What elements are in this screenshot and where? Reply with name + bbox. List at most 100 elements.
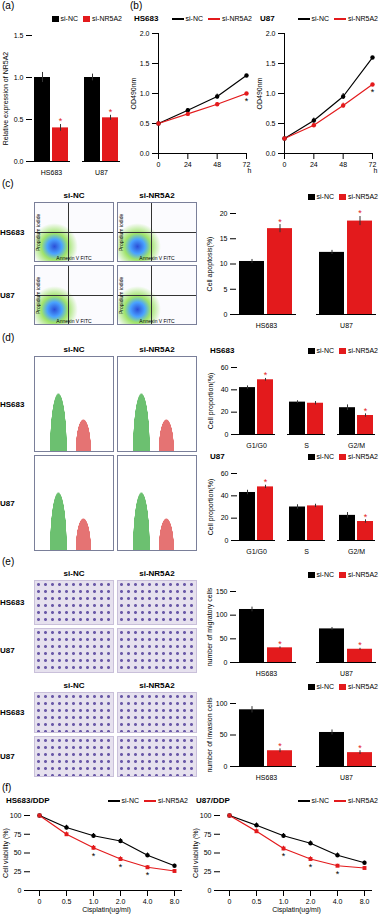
svg-text:OD490nm: OD490nm — [256, 77, 263, 109]
svg-text:10: 10 — [220, 260, 228, 267]
svg-text:U87: U87 — [340, 322, 353, 328]
svg-text:*: * — [278, 216, 282, 226]
svg-text:5: 5 — [224, 285, 228, 292]
svg-text:0: 0 — [224, 763, 228, 770]
svg-text:*: * — [245, 96, 249, 106]
svg-text:*: * — [146, 870, 150, 880]
svg-text:50: 50 — [204, 849, 212, 856]
svg-text:20: 20 — [221, 408, 229, 415]
svg-text:0.5: 0.5 — [140, 120, 150, 127]
svg-text:60: 60 — [221, 470, 229, 477]
svg-text:U87: U87 — [95, 169, 108, 175]
svg-text:U87: U87 — [340, 670, 353, 676]
svg-text:0: 0 — [225, 431, 229, 438]
svg-text:40: 40 — [221, 386, 229, 393]
svg-text:Cell viability (%): Cell viability (%) — [192, 828, 200, 878]
svg-text:*: * — [264, 370, 268, 380]
svg-text:2.0: 2.0 — [116, 898, 126, 905]
svg-text:G1/G0: G1/G0 — [246, 442, 267, 448]
svg-text:Cell apoptosis(%): Cell apoptosis(%) — [206, 237, 214, 292]
svg-text:S: S — [304, 442, 309, 448]
svg-text:Cell proportion(%): Cell proportion(%) — [207, 479, 215, 535]
svg-text:*: * — [92, 851, 96, 861]
svg-text:150: 150 — [216, 588, 228, 595]
svg-text:1.5: 1.5 — [266, 60, 276, 67]
svg-text:50: 50 — [220, 635, 228, 642]
svg-text:1.5: 1.5 — [140, 60, 150, 67]
svg-text:number of migratory cells: number of migratory cells — [206, 587, 214, 666]
svg-text:20: 20 — [221, 514, 229, 521]
svg-text:*: * — [264, 477, 268, 487]
svg-text:Cell viability (%): Cell viability (%) — [2, 828, 10, 878]
svg-text:Cisplatin(ug/ml): Cisplatin(ug/ml) — [82, 906, 131, 914]
svg-text:0: 0 — [157, 161, 161, 168]
svg-text:U87: U87 — [340, 774, 353, 780]
svg-text:HS683: HS683 — [41, 169, 63, 175]
svg-text:*: * — [358, 640, 362, 650]
svg-text:1.0: 1.0 — [279, 898, 289, 905]
svg-text:*: * — [371, 87, 375, 97]
svg-text:50: 50 — [14, 849, 22, 856]
svg-text:*: * — [109, 107, 113, 117]
svg-text:h: h — [248, 167, 252, 174]
svg-text:0: 0 — [224, 311, 228, 318]
svg-text:Cisplatin(ug/ml): Cisplatin(ug/ml) — [272, 906, 321, 914]
svg-text:S: S — [304, 548, 309, 554]
svg-text:*: * — [59, 116, 63, 126]
svg-text:0.5: 0.5 — [252, 898, 262, 905]
svg-text:*: * — [336, 869, 340, 879]
svg-text:number of invasion cells: number of invasion cells — [206, 697, 213, 773]
svg-text:G2/M: G2/M — [348, 548, 365, 554]
svg-text:0.5: 0.5 — [266, 120, 276, 127]
svg-text:100: 100 — [216, 700, 228, 707]
svg-text:20: 20 — [220, 210, 228, 217]
svg-text:HS683: HS683 — [256, 322, 278, 328]
svg-text:*: * — [309, 862, 313, 872]
svg-text:8.0: 8.0 — [360, 898, 370, 905]
svg-text:60: 60 — [221, 364, 229, 371]
svg-text:40: 40 — [221, 492, 229, 499]
svg-text:48: 48 — [213, 161, 221, 168]
svg-text:100: 100 — [10, 812, 22, 819]
svg-text:25: 25 — [14, 868, 22, 875]
svg-text:*: * — [119, 862, 123, 872]
svg-text:2.0: 2.0 — [306, 898, 316, 905]
svg-text:2.0: 2.0 — [266, 30, 276, 37]
svg-text:1.0: 1.0 — [14, 74, 24, 81]
svg-text:24: 24 — [310, 161, 318, 168]
svg-text:25: 25 — [204, 868, 212, 875]
svg-text:2.0: 2.0 — [140, 30, 150, 37]
svg-text:h: h — [374, 167, 378, 174]
svg-text:Relative expression of NR5A2: Relative expression of NR5A2 — [2, 52, 10, 145]
svg-text:0: 0 — [38, 898, 42, 905]
svg-text:0: 0 — [18, 887, 22, 894]
svg-text:Cell proportion(%): Cell proportion(%) — [207, 373, 215, 429]
svg-text:0.5: 0.5 — [14, 116, 24, 123]
svg-text:0: 0 — [228, 898, 232, 905]
svg-text:0.0: 0.0 — [140, 150, 150, 157]
svg-text:*: * — [358, 743, 362, 753]
svg-text:0.0: 0.0 — [14, 158, 24, 165]
svg-text:*: * — [358, 208, 362, 218]
svg-text:0.5: 0.5 — [62, 898, 72, 905]
svg-text:*: * — [278, 741, 282, 751]
svg-text:OD490nm: OD490nm — [130, 77, 137, 109]
svg-text:0.0: 0.0 — [266, 150, 276, 157]
svg-text:24: 24 — [184, 161, 192, 168]
svg-text:0: 0 — [224, 659, 228, 666]
svg-text:0: 0 — [225, 537, 229, 544]
svg-text:HS683: HS683 — [256, 670, 278, 676]
svg-text:100: 100 — [216, 611, 228, 618]
svg-text:4.0: 4.0 — [333, 898, 343, 905]
svg-text:15: 15 — [220, 235, 228, 242]
svg-text:1.0: 1.0 — [140, 90, 150, 97]
svg-text:*: * — [278, 639, 282, 649]
svg-text:1.5: 1.5 — [14, 32, 24, 39]
svg-text:0: 0 — [283, 161, 287, 168]
svg-text:1.0: 1.0 — [89, 898, 99, 905]
svg-text:G2/M: G2/M — [348, 442, 365, 448]
svg-text:50: 50 — [220, 731, 228, 738]
svg-text:HS683: HS683 — [256, 774, 278, 780]
svg-text:48: 48 — [339, 161, 347, 168]
svg-text:*: * — [364, 512, 368, 522]
